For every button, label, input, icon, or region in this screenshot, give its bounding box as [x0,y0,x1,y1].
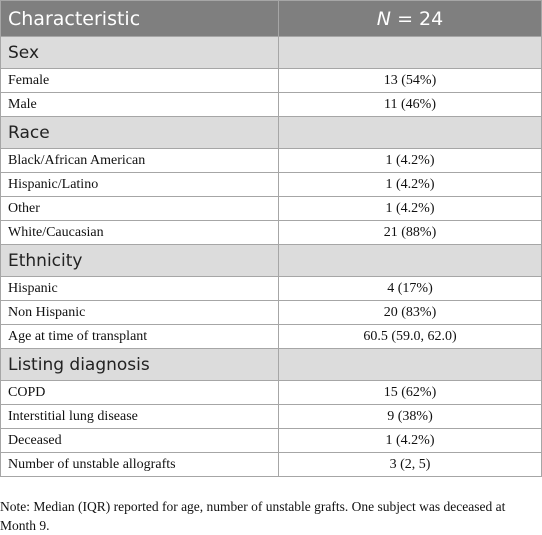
section-empty [278,348,542,381]
section-empty [278,244,542,277]
row-value: 60.5 (59.0, 62.0) [278,324,542,349]
row-label: Interstitial lung disease [0,404,279,429]
header-cell: N = 24 [278,0,542,37]
section-empty [278,116,542,149]
row-value: 15 (62%) [278,380,542,405]
row-value: 20 (83%) [278,300,542,325]
section-row: Sex [0,36,542,69]
data-row: Deceased 1 (4.2%) [0,428,542,453]
data-row: Age at time of transplant 60.5 (59.0, 62.… [0,324,542,349]
header-text: = 24 [397,7,444,30]
header-row: Characteristic N = 24 [0,0,542,37]
data-row: White/Caucasian 21 (88%) [0,220,542,245]
data-row: Black/African American 1 (4.2%) [0,148,542,173]
data-row: Hispanic 4 (17%) [0,276,542,301]
table-body: Characteristic N = 24 Sex Female 13 (54%) M… [0,0,542,477]
row-value: 1 (4.2%) [278,196,542,221]
row-value: 9 (38%) [278,404,542,429]
row-label: Male [0,92,279,117]
row-label: Black/African American [0,148,279,173]
row-value: 1 (4.2%) [278,428,542,453]
data-row: Number of unstable allografts 3 (2, 5) [0,452,542,477]
row-label: Non Hispanic [0,300,279,325]
row-label: Age at time of transplant [0,324,279,349]
row-value: 13 (54%) [278,68,542,93]
header-symbol: N [376,7,392,30]
header-text: Characteristic [8,7,141,30]
header-cell: Characteristic [0,0,279,37]
row-value: 1 (4.2%) [278,172,542,197]
note: Note: Median (IQR) reported for age, num… [0,499,506,533]
data-row: Male 11 (46%) [0,92,542,117]
section-title: Listing diagnosis [0,348,279,381]
row-value: 11 (46%) [278,92,542,117]
section-row: Ethnicity [0,244,542,277]
row-label: Deceased [0,428,279,453]
section-title: Race [0,116,279,149]
row-label: Hispanic [0,276,279,301]
data-row: Other 1 (4.2%) [0,196,542,221]
section-title: Ethnicity [0,244,279,277]
row-label: COPD [0,380,279,405]
row-label: Number of unstable allografts [0,452,279,477]
characteristics-table: Characteristic N = 24 Sex Female 13 (54%) M… [0,0,542,477]
row-value: 1 (4.2%) [278,148,542,173]
row-value: 21 (88%) [278,220,542,245]
row-label: Other [0,196,279,221]
row-value: 4 (17%) [278,276,542,301]
data-row: Non Hispanic 20 (83%) [0,300,542,325]
data-row: COPD 15 (62%) [0,380,542,405]
section-row: Race [0,116,542,149]
row-label: Hispanic/Latino [0,172,279,197]
data-row: Hispanic/Latino 1 (4.2%) [0,172,542,197]
data-row: Interstitial lung disease 9 (38%) [0,404,542,429]
row-label: White/Caucasian [0,220,279,245]
row-label: Female [0,68,279,93]
row-value: 3 (2, 5) [278,452,542,477]
section-empty [278,36,542,69]
data-row: Female 13 (54%) [0,68,542,93]
section-row: Listing diagnosis [0,348,542,381]
section-title: Sex [0,36,279,69]
